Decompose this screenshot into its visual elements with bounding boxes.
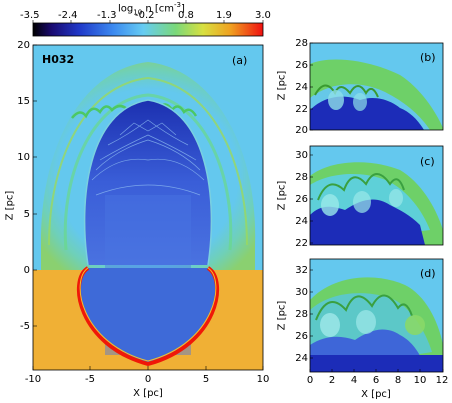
colorbar-tick-label: -2.4 [58, 10, 78, 21]
panel-a-ticks [32, 44, 264, 370]
panel-c-ytick-label: 30 [295, 150, 308, 161]
colorbar-label: log10 n [cm-3] [118, 0, 185, 18]
colorbar-tick-label: 1.9 [216, 10, 232, 21]
panel-a-tag: (a) [232, 54, 248, 67]
panel-d-xtick-label: 8 [394, 375, 402, 386]
colorbar-label-end: ] [181, 3, 185, 15]
colorbar-tick-label: 3.0 [255, 10, 271, 21]
colorbar-tick-label: -3.5 [20, 10, 40, 21]
panel-a-xtick-label: -10 [24, 374, 42, 385]
panel-b-ytick-label: 22 [295, 104, 308, 115]
panel-d-xtick-label: 0 [306, 375, 314, 386]
panel-a-ytick-label: 15 [17, 96, 30, 107]
colorbar-ticks [32, 20, 264, 23]
panel-b-tag: (b) [420, 51, 436, 64]
panel-a-xlabel: X [pc] [133, 388, 163, 399]
panel-d-ytick-label: 24 [295, 353, 308, 364]
panel-a-ytick-label: 10 [17, 152, 30, 163]
panel-d-ytick-label: 32 [295, 265, 308, 276]
panel-a-ytick-label: 5 [23, 209, 30, 220]
panel-c-ylabel: Z [pc] [276, 180, 288, 211]
panel-c-image [309, 145, 444, 246]
panel-a-xtick-label: -5 [85, 374, 95, 385]
colorbar-gradient [32, 22, 264, 37]
panel-d-image [309, 258, 444, 373]
panel-a-xtick-label: 10 [256, 374, 270, 385]
panel-a-xtick-label: 5 [202, 374, 210, 385]
panel-a-image [32, 44, 264, 371]
panel-a-run-label: H032 [42, 53, 75, 66]
colorbar-tick-label: -0.2 [135, 10, 155, 21]
panel-a-ylabel: Z [pc] [4, 190, 16, 221]
panel-c-tag: (c) [420, 155, 435, 168]
panel-d-ticks [309, 269, 444, 372]
panel-c-ticks [310, 154, 313, 244]
panel-c-ytick-label: 26 [295, 194, 308, 205]
colorbar-label-rest: n [cm [142, 3, 175, 15]
panel-b-ticks [310, 42, 313, 131]
panel-b-ytick-label: 26 [295, 60, 308, 71]
panel-d-xlabel: X [pc] [361, 389, 391, 400]
panel-d-ytick-label: 26 [295, 331, 308, 342]
panel-d-xtick-label: 4 [350, 375, 358, 386]
colorbar-label-sub: 10 [133, 8, 143, 17]
panel-a-ytick-label: 20 [17, 40, 30, 51]
panel-d-ylabel: Z [pc] [276, 300, 288, 331]
panel-d-xtick-label: 2 [328, 375, 336, 386]
colorbar-tick-label: 0.8 [178, 10, 194, 21]
panel-d-xtick-label: 10 [413, 375, 427, 386]
panel-c-ytick-label: 24 [295, 216, 308, 227]
panel-b-ytick-label: 28 [295, 38, 308, 49]
panel-d-xtick-label: 6 [372, 375, 380, 386]
panel-d-xtick-label: 12 [435, 375, 449, 386]
panel-a-ytick-label: 0 [23, 265, 30, 276]
panel-b-image [309, 42, 444, 131]
panel-a-xtick-label: 0 [144, 374, 152, 385]
panel-d-tag: (d) [420, 267, 436, 280]
panel-a-ytick-label: -5 [20, 321, 30, 332]
colorbar-tick-label: -1.3 [97, 10, 117, 21]
panel-c-ytick-label: 28 [295, 172, 308, 183]
panel-b-ytick-label: 20 [295, 125, 308, 136]
panel-c-ytick-label: 22 [295, 238, 308, 249]
colorbar-label-log: log [118, 3, 134, 15]
panel-d-ytick-label: 30 [295, 287, 308, 298]
colorbar-label-exp: -3 [174, 1, 181, 9]
panel-d-ytick-label: 28 [295, 309, 308, 320]
panel-b-ylabel: Z [pc] [276, 70, 288, 101]
panel-b-ytick-label: 24 [295, 82, 308, 93]
